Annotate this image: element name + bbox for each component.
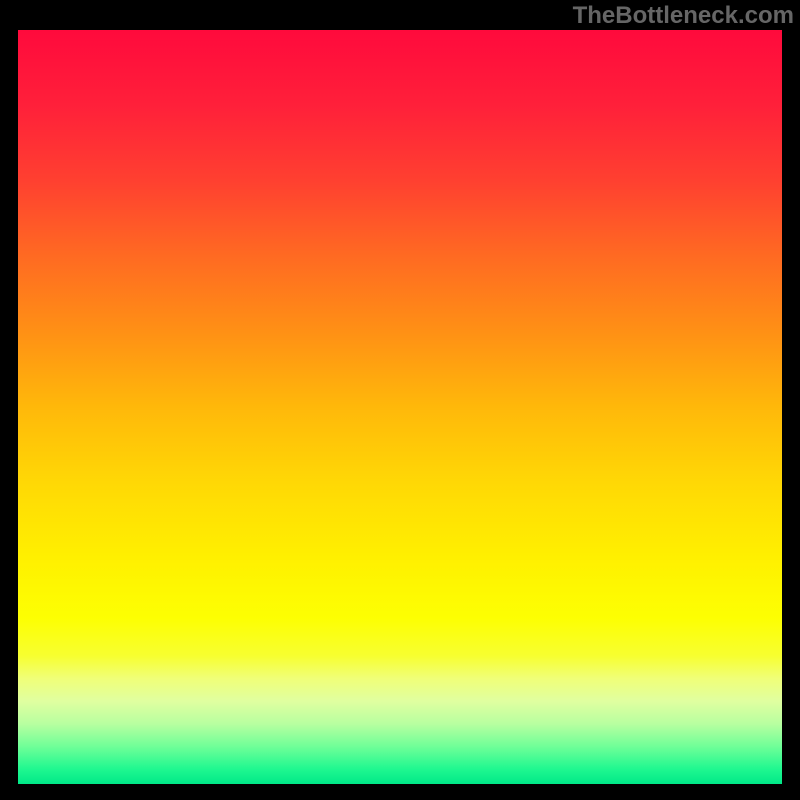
border-bottom [0,784,800,800]
plot-area [18,30,782,784]
gradient-background [18,30,782,784]
border-right [782,0,800,800]
border-left [0,0,18,800]
watermark-text: TheBottleneck.com [573,2,794,30]
chart-container: TheBottleneck.com [0,0,800,800]
